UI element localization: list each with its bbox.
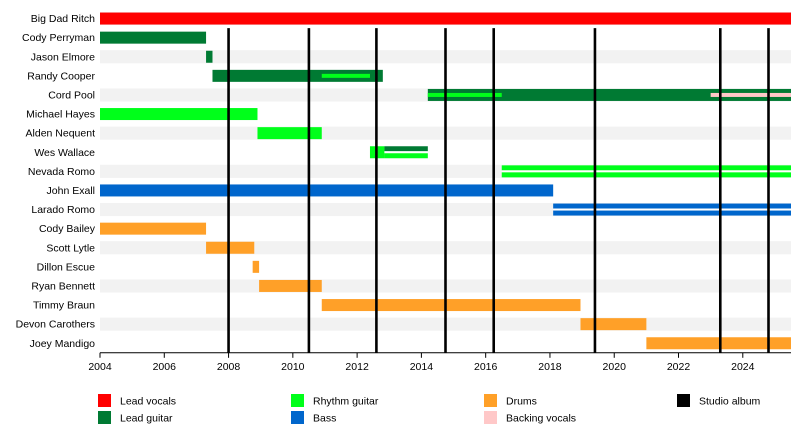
member-label: Randy Cooper bbox=[27, 70, 95, 82]
studio-album-lines bbox=[227, 28, 770, 353]
x-tick-label: 2006 bbox=[153, 361, 177, 373]
legend-swatch-drums bbox=[484, 394, 497, 407]
x-tick-label: 2016 bbox=[474, 361, 498, 373]
member-bar-stripe bbox=[710, 92, 791, 97]
x-tick-label: 2024 bbox=[731, 361, 755, 373]
x-axis: 2004 2006 2008 2010 2012 2014 2016 2018 2020 2022… bbox=[88, 352, 791, 373]
member-label: Larado Romo bbox=[31, 204, 95, 216]
legend-swatch-backing-vocals bbox=[484, 411, 497, 424]
member-label: Alden Nequent bbox=[26, 128, 96, 140]
legend-label-bass: Bass bbox=[313, 413, 336, 425]
legend-label-drums: Drums bbox=[506, 396, 537, 408]
member-bar bbox=[427, 88, 791, 101]
member-bar bbox=[100, 108, 258, 121]
member-bar-stripe bbox=[427, 92, 502, 97]
member-bar bbox=[259, 279, 322, 292]
member-bar bbox=[501, 172, 791, 178]
x-tick-label: 2004 bbox=[88, 361, 112, 373]
member-label: Cody Perryman bbox=[22, 32, 95, 44]
member-bar bbox=[252, 260, 260, 273]
member-bar-divider bbox=[553, 208, 791, 211]
legend-label-lead-guitar: Lead guitar bbox=[120, 413, 173, 425]
member-bar bbox=[384, 153, 428, 159]
member-bar bbox=[553, 203, 791, 209]
member-label: Devon Carothers bbox=[16, 319, 95, 331]
member-label: Michael Hayes bbox=[26, 109, 95, 121]
member-label: John Exall bbox=[47, 185, 95, 197]
member-label: Wes Wallace bbox=[34, 147, 95, 159]
member-bar bbox=[580, 318, 647, 331]
member-bar bbox=[501, 165, 791, 171]
member-label: Big Dad Ritch bbox=[31, 13, 95, 25]
legend-swatch-rhythm-guitar bbox=[291, 394, 304, 407]
legend: Lead vocals Rhythm guitar Drums Studio albu… bbox=[98, 394, 761, 425]
member-bar-stripe bbox=[321, 73, 370, 78]
legend-swatch-studio-album bbox=[677, 394, 690, 407]
member-bar bbox=[100, 31, 207, 44]
member-label: Cord Pool bbox=[48, 89, 95, 101]
member-bar bbox=[646, 337, 791, 350]
member-labels: Big Dad Ritch Cody Perryman Jason Elmore Ra… bbox=[16, 13, 96, 350]
legend-label-rhythm-guitar: Rhythm guitar bbox=[313, 396, 379, 408]
member-label: Nevada Romo bbox=[28, 166, 95, 178]
member-bar bbox=[321, 299, 581, 312]
legend-label-studio-album: Studio album bbox=[699, 396, 761, 408]
legend-label-backing-vocals: Backing vocals bbox=[506, 413, 576, 425]
legend-swatch-lead-vocals bbox=[98, 394, 111, 407]
x-tick-label: 2010 bbox=[281, 361, 305, 373]
member-bar bbox=[206, 241, 255, 254]
member-bar-divider bbox=[384, 151, 428, 154]
member-label: Jason Elmore bbox=[31, 51, 95, 63]
x-tick-label: 2022 bbox=[667, 361, 691, 373]
member-bar bbox=[212, 69, 383, 82]
member-label: Joey Mandigo bbox=[30, 338, 96, 350]
member-label: Timmy Braun bbox=[33, 300, 95, 312]
member-bar bbox=[553, 210, 791, 216]
legend-swatch-bass bbox=[291, 411, 304, 424]
member-bar-divider bbox=[501, 170, 791, 173]
member-bar bbox=[100, 222, 207, 235]
member-bar bbox=[100, 184, 554, 197]
x-tick-label: 2020 bbox=[603, 361, 627, 373]
member-label: Dillon Escue bbox=[37, 261, 96, 273]
member-label: Ryan Bennett bbox=[31, 280, 95, 292]
x-tick-label: 2012 bbox=[345, 361, 369, 373]
member-bar bbox=[206, 50, 213, 63]
member-label: Cody Bailey bbox=[39, 223, 96, 235]
legend-swatch-lead-guitar bbox=[98, 411, 111, 424]
x-tick-label: 2018 bbox=[538, 361, 562, 373]
member-label: Scott Lytle bbox=[46, 242, 95, 254]
x-tick-label: 2008 bbox=[217, 361, 241, 373]
member-bar bbox=[100, 12, 791, 25]
x-tick-label: 2014 bbox=[410, 361, 434, 373]
member-bar bbox=[384, 146, 428, 152]
legend-label-lead-vocals: Lead vocals bbox=[120, 396, 176, 408]
member-bar bbox=[257, 127, 322, 140]
